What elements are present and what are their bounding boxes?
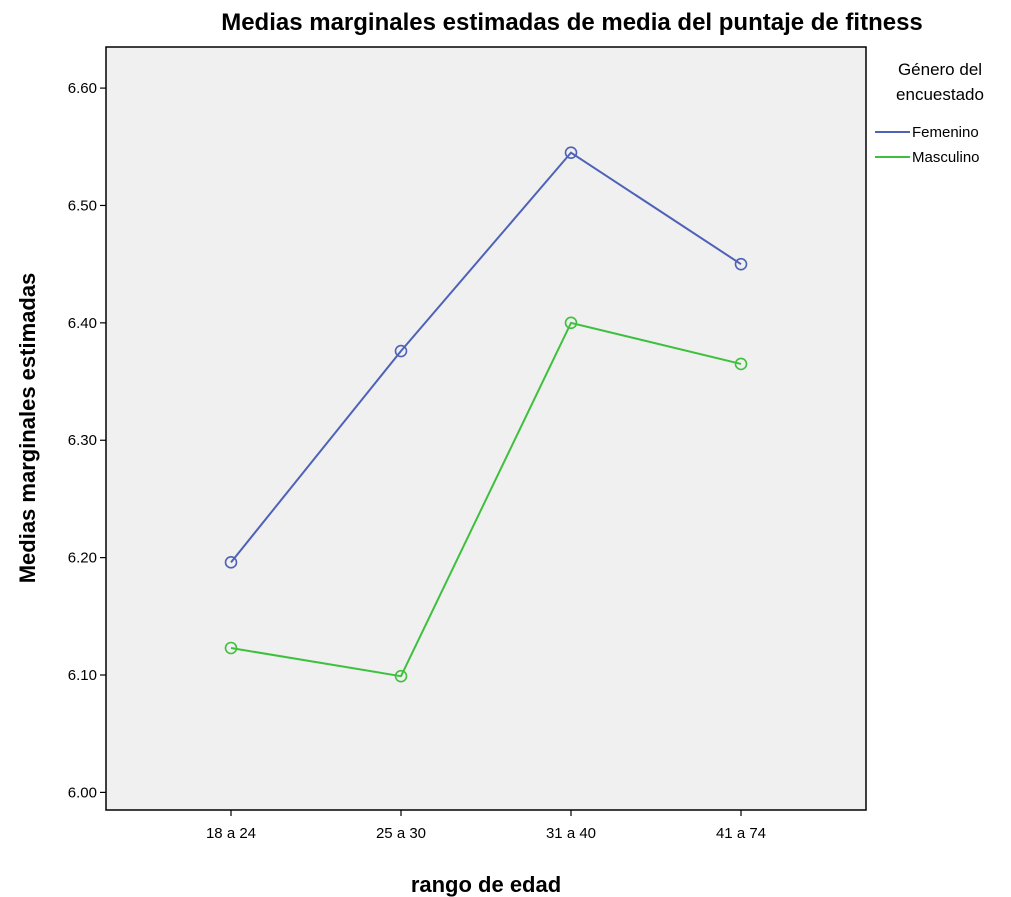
series-line-masculino xyxy=(230,321,742,678)
legend-title-line-2: encuestado xyxy=(896,85,984,104)
plot-area xyxy=(105,46,867,811)
y-tick-label: 6.20 xyxy=(68,550,97,567)
legend-label-femenino: Femenino xyxy=(912,124,979,141)
x-axis-ticks: 18 a 24 25 a 30 31 a 40 41 a 74 xyxy=(206,810,766,842)
data-point-femenino xyxy=(734,257,748,271)
series-femenino xyxy=(224,146,748,569)
y-tick-label: 6.00 xyxy=(68,784,97,801)
y-tick-label: 6.10 xyxy=(68,667,97,684)
y-axis-label: Medias marginales estimadas xyxy=(15,273,40,584)
data-point-masculino xyxy=(564,316,578,330)
data-point-femenino xyxy=(224,556,238,569)
data-point-femenino xyxy=(564,146,578,159)
x-tick-label: 31 a 40 xyxy=(546,825,596,842)
y-tick-label: 6.40 xyxy=(68,315,97,332)
x-tick-label: 18 a 24 xyxy=(206,825,256,842)
series-line-femenino xyxy=(230,151,742,563)
series-masculino xyxy=(224,316,748,683)
series-group xyxy=(224,146,748,683)
legend: Género del encuestado Femenino Masculino xyxy=(875,60,984,166)
x-axis-label: rango de edad xyxy=(411,872,561,897)
x-tick-label: 25 a 30 xyxy=(376,825,426,842)
legend-label-masculino: Masculino xyxy=(912,149,980,166)
legend-items: Femenino Masculino xyxy=(875,124,980,166)
y-tick-label: 6.60 xyxy=(68,80,97,97)
chart-title: Medias marginales estimadas de media del… xyxy=(221,9,923,36)
y-tick-label: 6.50 xyxy=(68,197,97,214)
data-point-masculino xyxy=(394,669,408,683)
legend-title-line-1: Género del xyxy=(898,60,982,79)
y-axis-ticks: 6.00 6.10 6.20 6.30 6.40 6.50 6.60 xyxy=(68,80,106,801)
data-point-femenino xyxy=(394,344,408,358)
data-point-masculino xyxy=(224,641,238,655)
x-tick-label: 41 a 74 xyxy=(716,825,766,842)
data-point-masculino xyxy=(734,357,748,371)
y-tick-label: 6.30 xyxy=(68,432,97,449)
